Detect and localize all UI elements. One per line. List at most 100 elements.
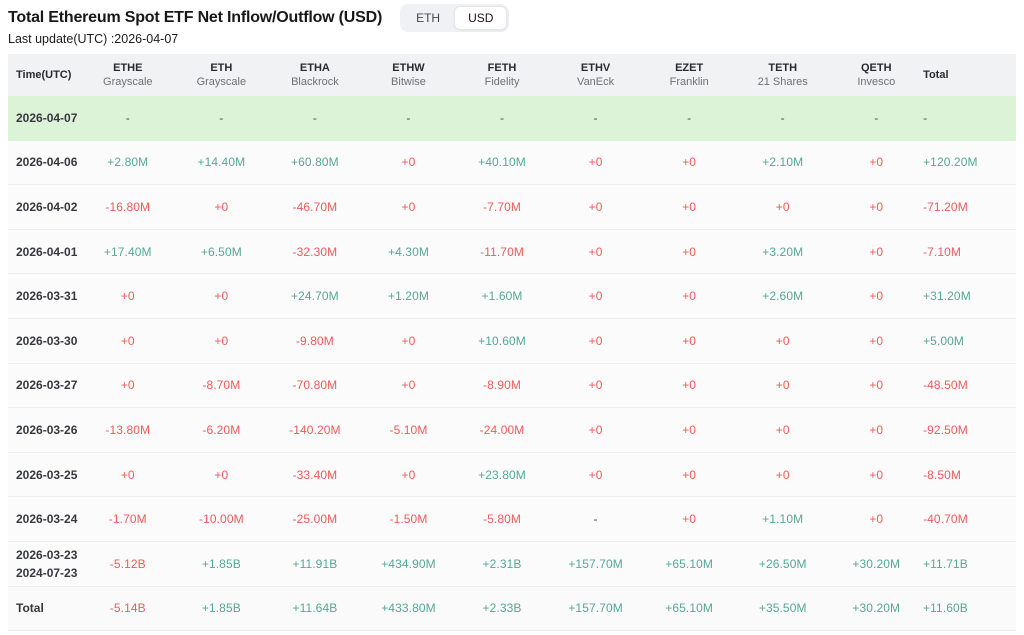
cell-value: -13.80M (105, 422, 151, 437)
cell-value: +1.60M (481, 289, 523, 304)
cell-value: +0 (869, 512, 884, 527)
cell-value: +0 (775, 422, 790, 437)
cell-value: +6.50M (200, 244, 242, 259)
cell-value: +0 (120, 289, 135, 304)
cell-value: +0 (214, 333, 229, 348)
cell-value: +3.20M (762, 244, 804, 259)
cell-value: +0 (401, 333, 416, 348)
cell-value: - (593, 512, 598, 527)
column-issuer: Invesco (857, 76, 896, 88)
cell-value: +1.20M (387, 289, 429, 304)
cell-value: +0 (682, 378, 697, 393)
row-date: 2026-04-07 (16, 110, 78, 125)
cell-value: -5.10M (389, 422, 428, 437)
cell-value: +4.30M (387, 244, 429, 259)
cell-value: +0 (682, 289, 697, 304)
cell-value: +0 (588, 199, 603, 214)
cell-value: -46.70M (292, 199, 338, 214)
column-ticker: ETHA (299, 61, 330, 74)
cell-value: +26.50M (758, 556, 807, 571)
cell-value: +24.70M (291, 289, 339, 304)
cell-value: +0 (682, 467, 697, 482)
cell-value: - (780, 110, 785, 125)
table-row: 2026-03-24 -1.70M -10.00M -25.00M -1.50M -5.8… (8, 497, 1016, 542)
cell-value: +0 (682, 155, 697, 170)
table-row: 2026-04-07 - - - - - - - - - - (8, 96, 1016, 141)
cell-value: -32.30M (292, 244, 338, 259)
cell-value: +65.10M (665, 556, 714, 571)
cell-value: - (874, 110, 879, 125)
row-date: 2026-04-02 (16, 199, 78, 214)
cell-value: +0 (401, 155, 416, 170)
cell-value: +0 (869, 467, 884, 482)
table-row: 2026-03-23 2024-07-23 -5.12B +1.85B +11.91B +… (8, 541, 1016, 587)
cell-value: +434.90M (381, 556, 436, 571)
cell-value: - (593, 110, 598, 125)
cell-value: - (923, 110, 928, 125)
cell-value: -5.12B (109, 556, 146, 571)
column-header-eth: ETH Grayscale (175, 61, 269, 90)
cell-value: +0 (869, 244, 884, 259)
cell-value: +0 (775, 199, 790, 214)
column-ticker: ETHE (113, 61, 143, 74)
column-issuer: Franklin (669, 76, 709, 88)
cell-value: +0 (120, 378, 135, 393)
cell-value: +0 (401, 199, 416, 214)
table-row: 2026-03-30 +0 +0 -9.80M +0 +10.60M +0 +0 +0 +0 +5.… (8, 318, 1016, 364)
row-date: 2026-04-06 (16, 155, 78, 170)
row-date: Total (16, 601, 44, 616)
column-ticker: ETHW (392, 61, 425, 74)
column-ticker: FETH (487, 61, 517, 74)
column-header-feth: FETH Fidelity (455, 61, 549, 90)
cell-value: +0 (869, 155, 884, 170)
cell-value: -140.20M (289, 422, 341, 437)
cell-value: - (406, 110, 411, 125)
cell-value: +0 (214, 289, 229, 304)
cell-value: +120.20M (923, 155, 978, 170)
toggle-usd-button[interactable]: USD (454, 5, 508, 30)
cell-value: -40.70M (923, 512, 968, 527)
cell-value: +0 (869, 199, 884, 214)
toggle-eth-button[interactable]: ETH (402, 6, 454, 30)
row-date: 2026-03-25 (16, 467, 78, 482)
column-ticker: ETHV (580, 61, 611, 74)
cell-value: +0 (588, 467, 603, 482)
table-header-row: Time(UTC) ETHE Grayscale ETH Grayscale ETHA Bl… (8, 54, 1016, 96)
cell-value: +0 (214, 199, 229, 214)
etf-flow-table: Time(UTC) ETHE Grayscale ETH Grayscale ETHA Bl… (8, 54, 1016, 632)
last-update-text: Last update(UTC) :2026-04-07 (8, 32, 179, 46)
cell-value: +11.60B (923, 601, 968, 616)
cell-value: +0 (869, 289, 884, 304)
cell-value: +0 (588, 378, 603, 393)
row-date: 2026-03-30 (16, 333, 78, 348)
cell-value: +5.00M (923, 333, 965, 348)
cell-value: -6.20M (202, 422, 241, 437)
cell-value: -5.14B (109, 601, 146, 616)
cell-value: +0 (775, 467, 790, 482)
cell-value: +60.80M (291, 155, 339, 170)
column-issuer: VanEck (577, 76, 615, 88)
column-header-ezet: EZET Franklin (642, 61, 736, 90)
cell-value: +30.20M (852, 601, 901, 616)
cell-value: -10.00M (198, 512, 244, 527)
column-header-teth: TETH 21 Shares (736, 61, 830, 90)
cell-value: - (312, 110, 317, 125)
cell-value: +0 (775, 333, 790, 348)
column-header-ethe: ETHE Grayscale (81, 61, 175, 90)
cell-value: +2.60M (762, 289, 804, 304)
cell-value: +157.70M (568, 601, 623, 616)
cell-value: -16.80M (105, 199, 151, 214)
cell-value: +31.20M (923, 289, 971, 304)
row-date: 2026-03-23 2024-07-23 (16, 547, 78, 580)
cell-value: +40.10M (478, 155, 526, 170)
cell-value: +1.85B (201, 556, 241, 571)
table-row: 2026-04-06 +2.80M +14.40M +60.80M +0 +40.10M +… (8, 140, 1016, 186)
cell-value: -1.70M (108, 512, 147, 527)
column-header-total: Total (923, 68, 1016, 82)
cell-value: -25.00M (292, 512, 338, 527)
column-header-ethv: ETHV VanEck (549, 61, 643, 90)
cell-value: -8.90M (483, 378, 521, 393)
table-row: 2026-03-31 +0 +0 +24.70M +1.20M +1.60M +0 +0 +2.… (8, 274, 1016, 319)
currency-toggle: ETH USD (400, 3, 510, 32)
cell-value: - (125, 110, 130, 125)
